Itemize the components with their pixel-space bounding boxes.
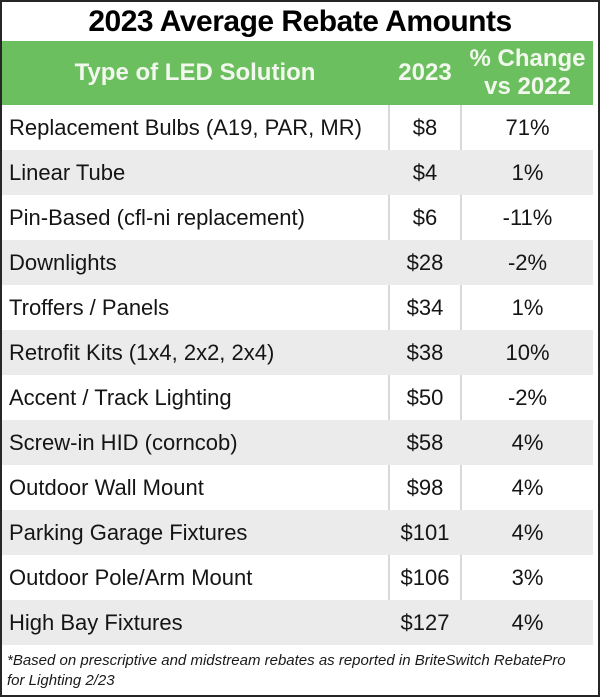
row-amount: $4 [412,159,438,185]
row-label: Pin-Based (cfl-ni replacement) [9,204,305,230]
table-row: Pin-Based (cfl-ni replacement) $6 -11% [2,195,593,240]
rebate-table: Type of LED Solution 2023 % Change vs 20… [2,41,593,645]
table-row: High Bay Fixtures $127 4% [2,600,593,645]
row-label: Accent / Track Lighting [9,384,232,410]
table-row: Retrofit Kits (1x4, 2x2, 2x4) $38 10% [2,330,593,375]
row-amount: $106 [388,555,462,600]
table-row: Troffers / Panels $34 1% [2,285,593,330]
row-amount: $6 [388,195,462,240]
table-row: Replacement Bulbs (A19, PAR, MR) $8 71% [2,105,593,150]
row-label: Troffers / Panels [9,294,170,320]
row-amount: $50 [388,375,462,420]
footnote: *Based on prescriptive and midstream reb… [7,652,566,690]
table-row: Parking Garage Fixtures $101 4% [2,510,593,555]
table-row: Accent / Track Lighting $50 -2% [2,375,593,420]
column-header-change: % Change vs 2022 [469,45,586,100]
row-change: -2% [507,249,548,275]
table-row: Screw-in HID (corncob) $58 4% [2,420,593,465]
row-label: Screw-in HID (corncob) [9,429,238,455]
row-amount: $58 [406,429,444,455]
row-label: Retrofit Kits (1x4, 2x2, 2x4) [9,339,275,365]
row-amount: $101 [400,519,450,545]
row-change: 3% [511,564,544,590]
row-change: 4% [511,474,544,500]
row-change: -11% [502,204,553,230]
row-label: Parking Garage Fixtures [9,519,248,545]
row-amount: $38 [406,339,444,365]
row-change: 10% [505,339,550,365]
table-row: Linear Tube $4 1% [2,150,593,195]
column-header-2023: 2023 [398,59,452,87]
row-change: 71% [505,114,550,140]
row-label: High Bay Fixtures [9,609,183,635]
row-change: 4% [511,429,544,455]
row-label: Linear Tube [9,159,126,185]
row-amount: $34 [388,285,462,330]
table-row: Outdoor Wall Mount $98 4% [2,465,593,510]
row-change: 4% [511,519,544,545]
row-amount: $127 [400,609,450,635]
table-row: Outdoor Pole/Arm Mount $106 3% [2,555,593,600]
row-amount: $28 [406,249,444,275]
row-label: Outdoor Pole/Arm Mount [9,564,253,590]
row-amount: $98 [388,465,462,510]
table-header-row: Type of LED Solution 2023 % Change vs 20… [2,41,593,105]
column-header-led-type: Type of LED Solution [74,59,316,87]
row-label: Outdoor Wall Mount [9,474,204,500]
row-label: Replacement Bulbs (A19, PAR, MR) [9,114,362,140]
row-amount: $8 [388,105,462,150]
row-label: Downlights [9,249,117,275]
row-change: 4% [511,609,544,635]
page-title: 2023 Average Rebate Amounts [88,4,512,38]
table-row: Downlights $28 -2% [2,240,593,285]
row-change: 1% [511,294,544,320]
row-change: -2% [507,384,548,410]
row-change: 1% [511,159,544,185]
